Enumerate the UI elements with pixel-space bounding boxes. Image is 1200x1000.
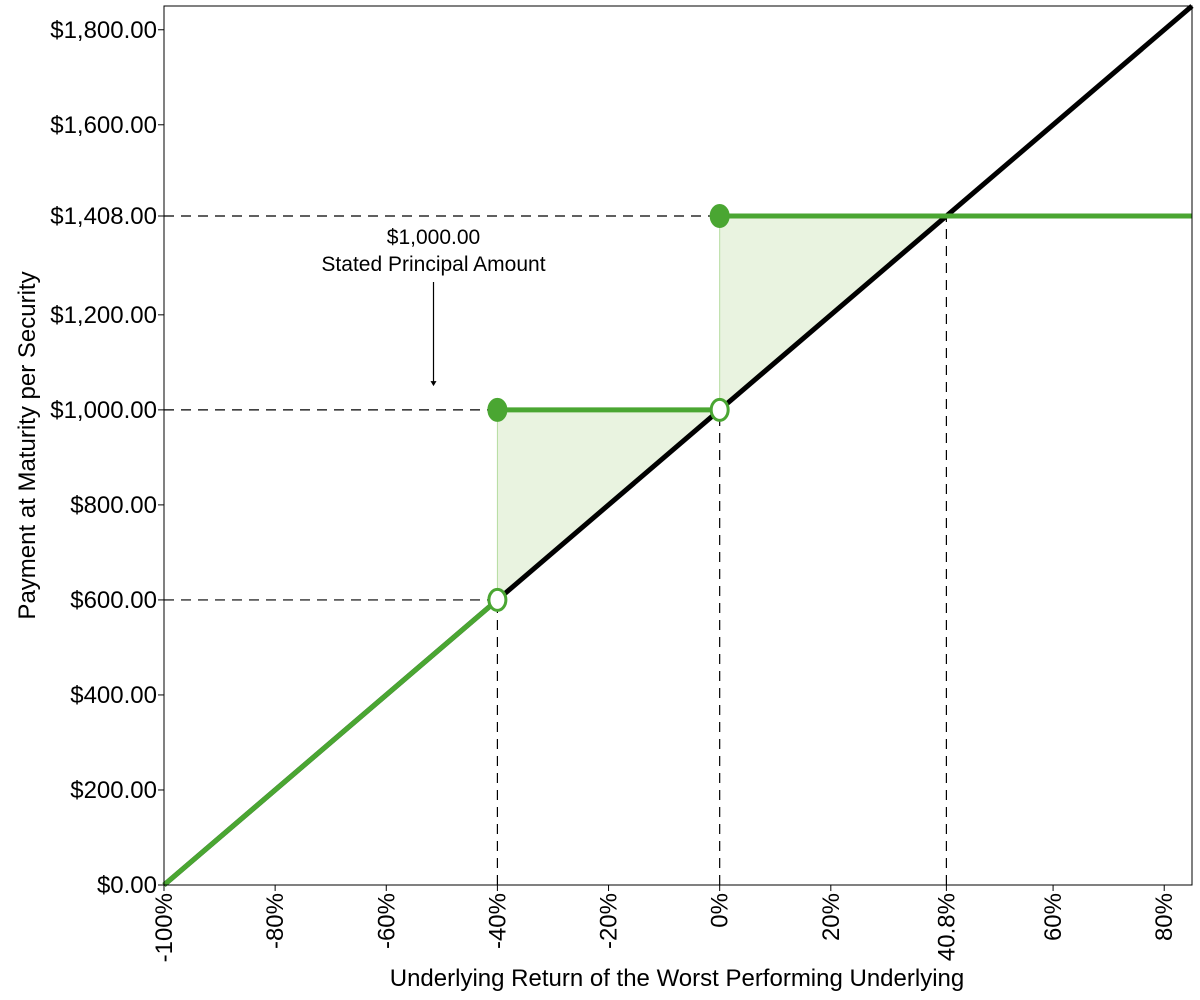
annotation-arrowhead (430, 381, 437, 387)
y-tick-label: $400.00 (70, 682, 157, 709)
filled-marker-4 (709, 204, 730, 229)
x-tick-label: 0% (707, 893, 734, 928)
annotation-line-2: Stated Principal Amount (321, 253, 545, 276)
y-tick-label: $1,000.00 (50, 397, 157, 424)
series-lines (162, 4, 1194, 887)
y-tick-label: $1,800.00 (50, 17, 157, 44)
reference-lines (164, 215, 947, 885)
y-tick-label: $1,200.00 (50, 302, 157, 329)
markers (487, 204, 730, 612)
x-tick-label: -20% (596, 893, 623, 949)
y-axis-title: Payment at Maturity per Security (14, 271, 41, 619)
y-tick-label: $1,600.00 (50, 112, 157, 139)
x-tick-label: -100% (151, 893, 178, 962)
x-tick-label: -60% (373, 893, 400, 949)
principal-annotation: $1,000.00 Stated Principal Amount (321, 226, 546, 387)
x-tick-label: -40% (484, 893, 511, 949)
y-tick-label: $200.00 (70, 777, 157, 804)
plot-frame (163, 5, 1193, 886)
annotation-line-1: $1,000.00 (387, 226, 480, 249)
x-tick-label: 80% (1151, 893, 1178, 941)
y-tick-label: $600.00 (70, 587, 157, 614)
x-tick-label: -80% (262, 893, 289, 949)
x-axis-title: Underlying Return of the Worst Performin… (390, 965, 964, 992)
payoff-segment-1 (162, 598, 500, 887)
y-tick-label: $0.00 (97, 872, 157, 899)
y-axis-ticks: $0.00 $200.00 $400.00 $600.00 $800.00 $1,000.… (50, 17, 164, 899)
open-marker-1 (487, 587, 508, 612)
filled-marker-2 (487, 397, 508, 422)
y-tick-label: $1,408.00 (50, 203, 157, 230)
open-marker-3 (709, 397, 730, 422)
y-tick-label: $800.00 (70, 492, 157, 519)
x-tick-label: 40.8% (933, 893, 960, 961)
x-axis-ticks: -100% -80% -60% -40% -20% 0% 20% 40.8% 60% 80% (151, 885, 1178, 962)
x-tick-label: 60% (1040, 893, 1067, 941)
x-tick-label: 20% (818, 893, 845, 941)
